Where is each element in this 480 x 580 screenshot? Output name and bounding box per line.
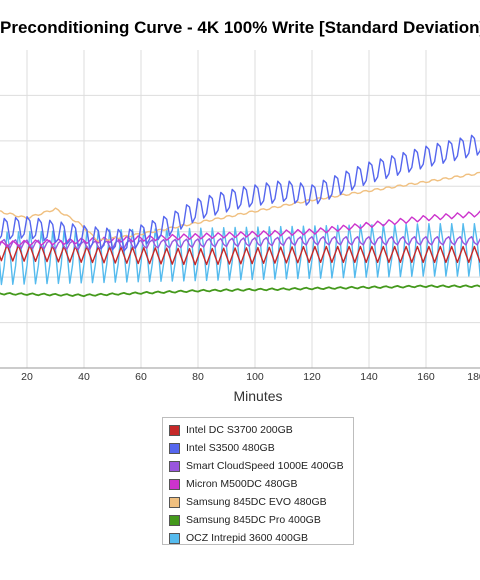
legend-item: Samsung 845DC EVO 480GB xyxy=(169,495,327,509)
legend-swatch xyxy=(169,424,180,436)
line-chart: 20 40 60 80 100 120 140 160 180 Minutes xyxy=(0,50,480,404)
x-tick-label: 20 xyxy=(21,371,33,383)
x-tick-label: 120 xyxy=(303,371,321,383)
legend-label: Samsung 845DC EVO 480GB xyxy=(186,496,327,508)
legend-item: Intel DC S3700 200GB xyxy=(169,423,293,437)
legend-item: Smart CloudSpeed 1000E 400GB xyxy=(169,459,344,473)
legend-swatch xyxy=(169,496,180,508)
grid-lines xyxy=(0,50,480,369)
x-tick-label: 80 xyxy=(192,371,204,383)
legend-label: OCZ Intrepid 3600 400GB xyxy=(186,532,308,544)
legend-swatch xyxy=(169,514,180,526)
legend-label: Smart CloudSpeed 1000E 400GB xyxy=(186,460,344,472)
x-axis-label: Minutes xyxy=(233,388,282,404)
legend-item: OCZ Intrepid 3600 400GB xyxy=(169,531,308,545)
legend-label: Intel S3500 480GB xyxy=(186,442,275,454)
legend-label: Micron M500DC 480GB xyxy=(186,478,298,490)
legend-swatch xyxy=(169,532,180,544)
x-tick-label: 140 xyxy=(360,371,378,383)
plot-area xyxy=(0,50,480,368)
legend-swatch xyxy=(169,442,180,454)
series-line xyxy=(0,134,480,252)
x-tick-label: 60 xyxy=(135,371,147,383)
series-line xyxy=(0,244,480,266)
legend-label: Samsung 845DC Pro 400GB xyxy=(186,514,321,526)
legend: Intel DC S3700 200GB Intel S3500 480GB Sma… xyxy=(162,417,354,545)
series-lines xyxy=(0,134,480,298)
series-line xyxy=(0,284,480,298)
x-tick-label: 40 xyxy=(78,371,90,383)
legend-item: Micron M500DC 480GB xyxy=(169,477,297,491)
legend-item: Intel S3500 480GB xyxy=(169,441,275,455)
series-line xyxy=(0,235,480,251)
legend-swatch xyxy=(169,460,180,472)
legend-label: Intel DC S3700 200GB xyxy=(186,424,293,436)
legend-item: Samsung 845DC Pro 400GB xyxy=(169,513,321,527)
x-tick-labels: 20 40 60 80 100 120 140 160 180 xyxy=(21,371,480,383)
x-tick-label: 160 xyxy=(417,371,435,383)
x-tick-label: 100 xyxy=(246,371,264,383)
legend-swatch xyxy=(169,478,180,490)
chart-title: Preconditioning Curve - 4K 100% Write [S… xyxy=(0,18,480,37)
x-tick-label: 180 xyxy=(467,371,480,383)
